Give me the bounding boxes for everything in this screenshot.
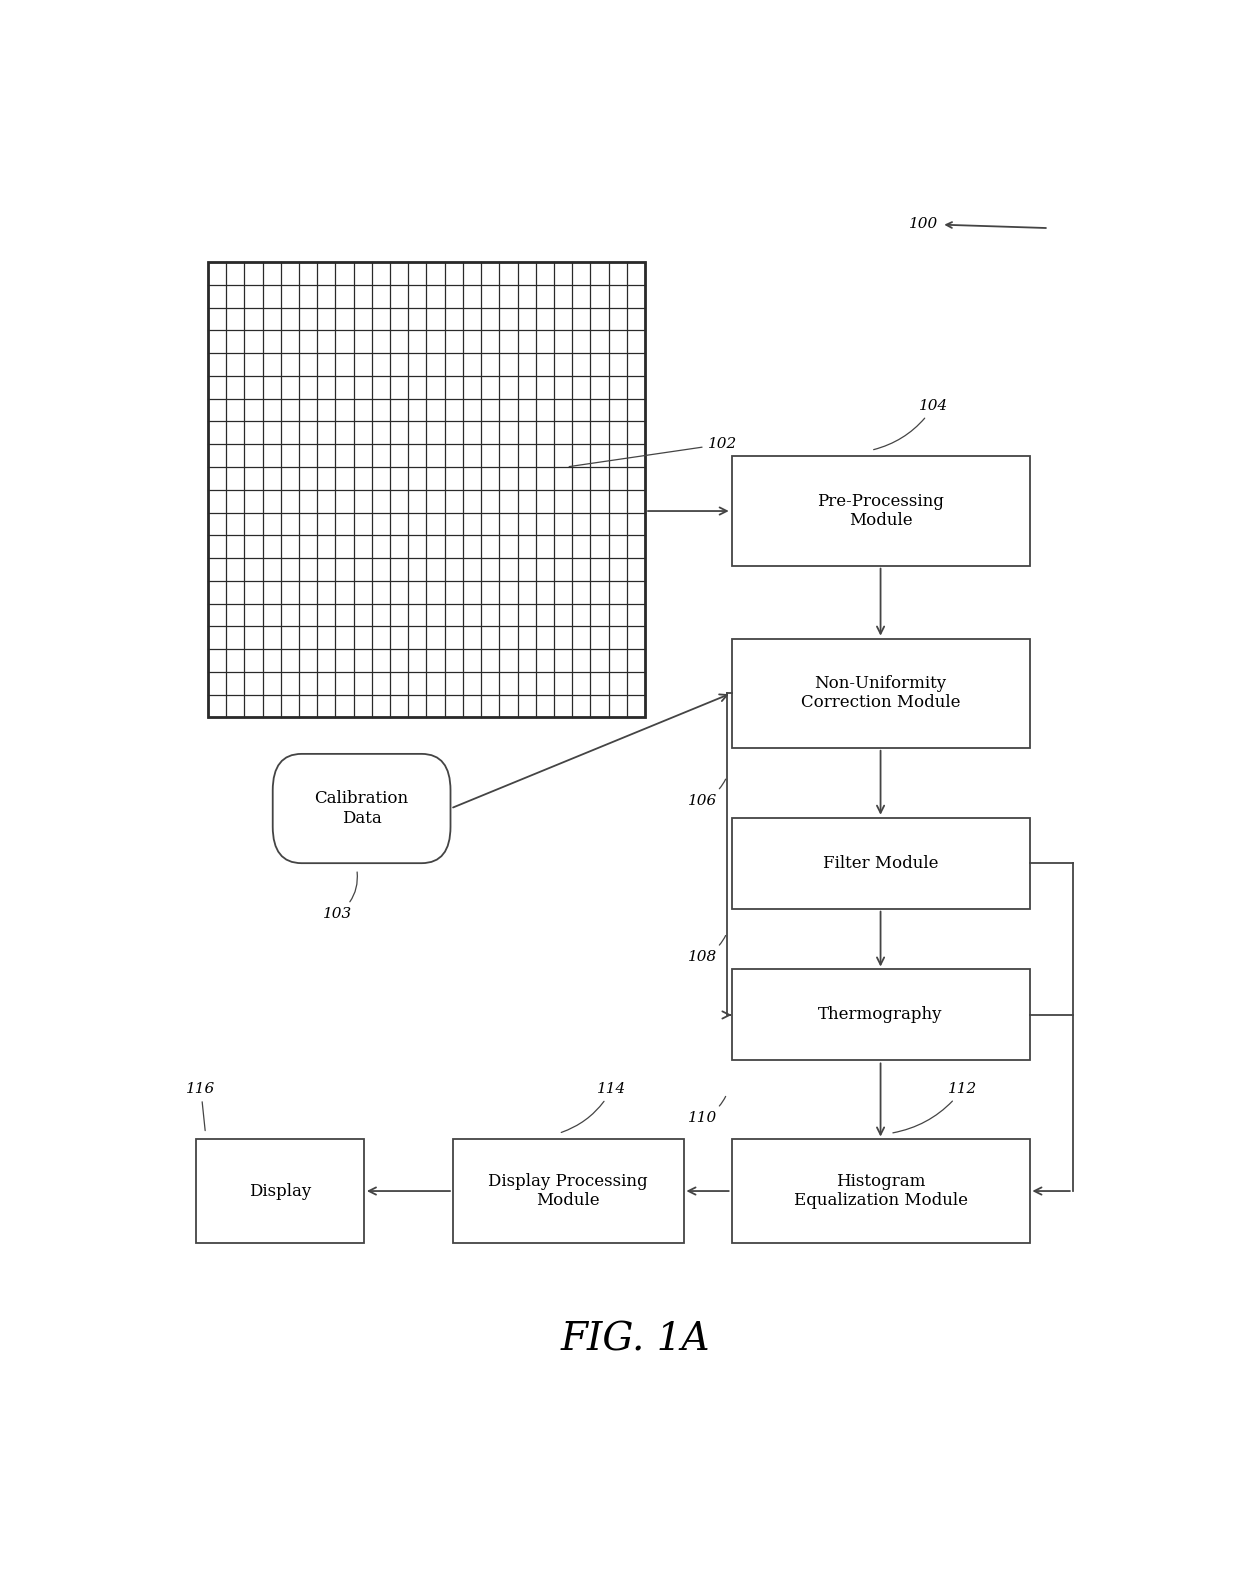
Text: Display: Display — [249, 1183, 311, 1200]
Text: 104: 104 — [874, 399, 949, 449]
Text: Thermography: Thermography — [818, 1006, 942, 1023]
Text: 116: 116 — [186, 1082, 216, 1131]
Text: 100: 100 — [909, 218, 1047, 232]
Bar — [732, 817, 1029, 908]
FancyBboxPatch shape — [273, 754, 450, 863]
Bar — [732, 1140, 1029, 1243]
Text: Calibration
Data: Calibration Data — [315, 790, 409, 826]
Text: 112: 112 — [893, 1082, 977, 1132]
Text: 103: 103 — [324, 872, 357, 921]
Bar — [196, 1140, 365, 1243]
Text: Pre-Processing
Module: Pre-Processing Module — [817, 492, 944, 530]
Bar — [732, 639, 1029, 747]
Text: Display Processing
Module: Display Processing Module — [489, 1173, 649, 1210]
Bar — [208, 262, 645, 718]
Text: 108: 108 — [688, 935, 725, 964]
Text: 114: 114 — [562, 1082, 626, 1132]
Text: 110: 110 — [688, 1096, 725, 1124]
Bar — [732, 456, 1029, 566]
Bar — [732, 970, 1029, 1060]
Text: 106: 106 — [688, 779, 725, 807]
Text: FIG. 1A: FIG. 1A — [560, 1322, 711, 1359]
Text: Filter Module: Filter Module — [823, 855, 939, 872]
Text: Non-Uniformity
Correction Module: Non-Uniformity Correction Module — [801, 675, 960, 711]
Text: Histogram
Equalization Module: Histogram Equalization Module — [794, 1173, 967, 1210]
Text: 102: 102 — [569, 437, 737, 467]
Bar — [208, 262, 645, 718]
Bar — [453, 1140, 683, 1243]
